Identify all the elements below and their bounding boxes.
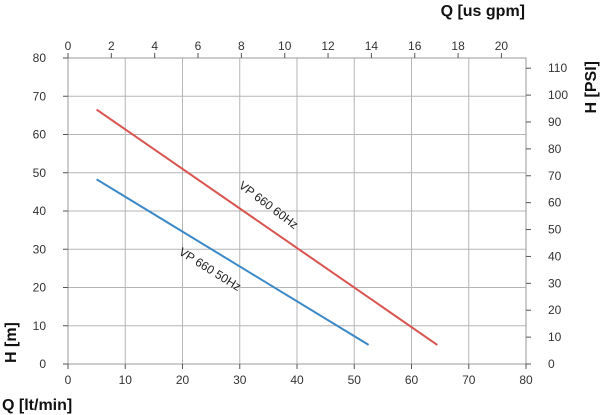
y-right-axis-title: H [PSI]: [583, 61, 600, 113]
y-right-tick-label: 90: [548, 115, 562, 129]
x-bottom-tick-label: 70: [462, 373, 476, 387]
x-top-tick-label: 14: [365, 39, 379, 53]
y-left-tick-label: 0: [39, 357, 46, 371]
x-bottom-tick-label: 50: [348, 373, 362, 387]
y-left-tick-label: 10: [33, 319, 47, 333]
y-left-axis-title: H [m]: [3, 322, 20, 363]
x-bottom-tick-label: 0: [65, 373, 72, 387]
x-top-tick-label: 2: [108, 39, 115, 53]
grid-lines: [68, 58, 526, 364]
y-right-tick-label: 0: [548, 357, 555, 371]
series-label-50hz: VP 660 50Hz: [176, 245, 243, 294]
x-bottom-tick-label: 60: [405, 373, 419, 387]
y-left-tick-label: 80: [33, 51, 47, 65]
y-left-tick-label: 20: [33, 281, 47, 295]
x-top-axis-title: Q [us gpm]: [441, 3, 525, 20]
x-bottom-tick-label: 80: [519, 373, 533, 387]
y-left-tick-label: 50: [33, 166, 47, 180]
y-left-tick-label: 70: [33, 89, 47, 103]
x-top-tick-label: 18: [451, 39, 465, 53]
y-right-tick-label: 80: [548, 142, 562, 156]
y-right-tick-label: 20: [548, 303, 562, 317]
x-bottom-tick-label: 30: [233, 373, 247, 387]
series-label-60hz: VP 660 60Hz: [236, 178, 301, 232]
y-right-tick-label: 110: [548, 61, 567, 75]
y-right-tick-label: 50: [548, 223, 562, 237]
y-right-tick-label: 60: [548, 196, 562, 210]
y-right-tick-label: 30: [548, 276, 562, 290]
x-top-tick-label: 6: [195, 39, 202, 53]
x-top-tick-label: 0: [65, 39, 72, 53]
x-top-tick-label: 8: [238, 39, 245, 53]
y-left-tick-label: 30: [33, 242, 47, 256]
series-lines: [96, 108, 438, 346]
y-right-tick-label: 10: [548, 330, 562, 344]
y-right-tick-label: 100: [548, 88, 568, 102]
y-left-tick-label: 60: [33, 128, 47, 142]
x-top-tick-label: 16: [408, 39, 422, 53]
y-left-tick-label: 40: [33, 204, 47, 218]
y-right-tick-label: 70: [548, 169, 562, 183]
x-bottom-tick-label: 40: [290, 373, 304, 387]
x-top-tick-label: 10: [278, 39, 292, 53]
x-top-tick-label: 20: [495, 39, 509, 53]
tick-marks: [63, 53, 531, 369]
x-bottom-tick-label: 10: [119, 373, 133, 387]
x-top-tick-label: 4: [151, 39, 158, 53]
x-bottom-tick-label: 20: [176, 373, 190, 387]
tick-labels: 0 10 20 30 40 50 60 70 80 0 2 4 6 8 10 12 14 16 18 20 0 10 20 3…: [33, 39, 569, 387]
series-line-50hz: [96, 178, 370, 346]
y-right-tick-label: 40: [548, 249, 562, 263]
series-line-60hz: [96, 108, 438, 346]
x-bottom-axis-title: Q [lt/min]: [2, 397, 72, 414]
x-top-tick-label: 12: [321, 39, 335, 53]
